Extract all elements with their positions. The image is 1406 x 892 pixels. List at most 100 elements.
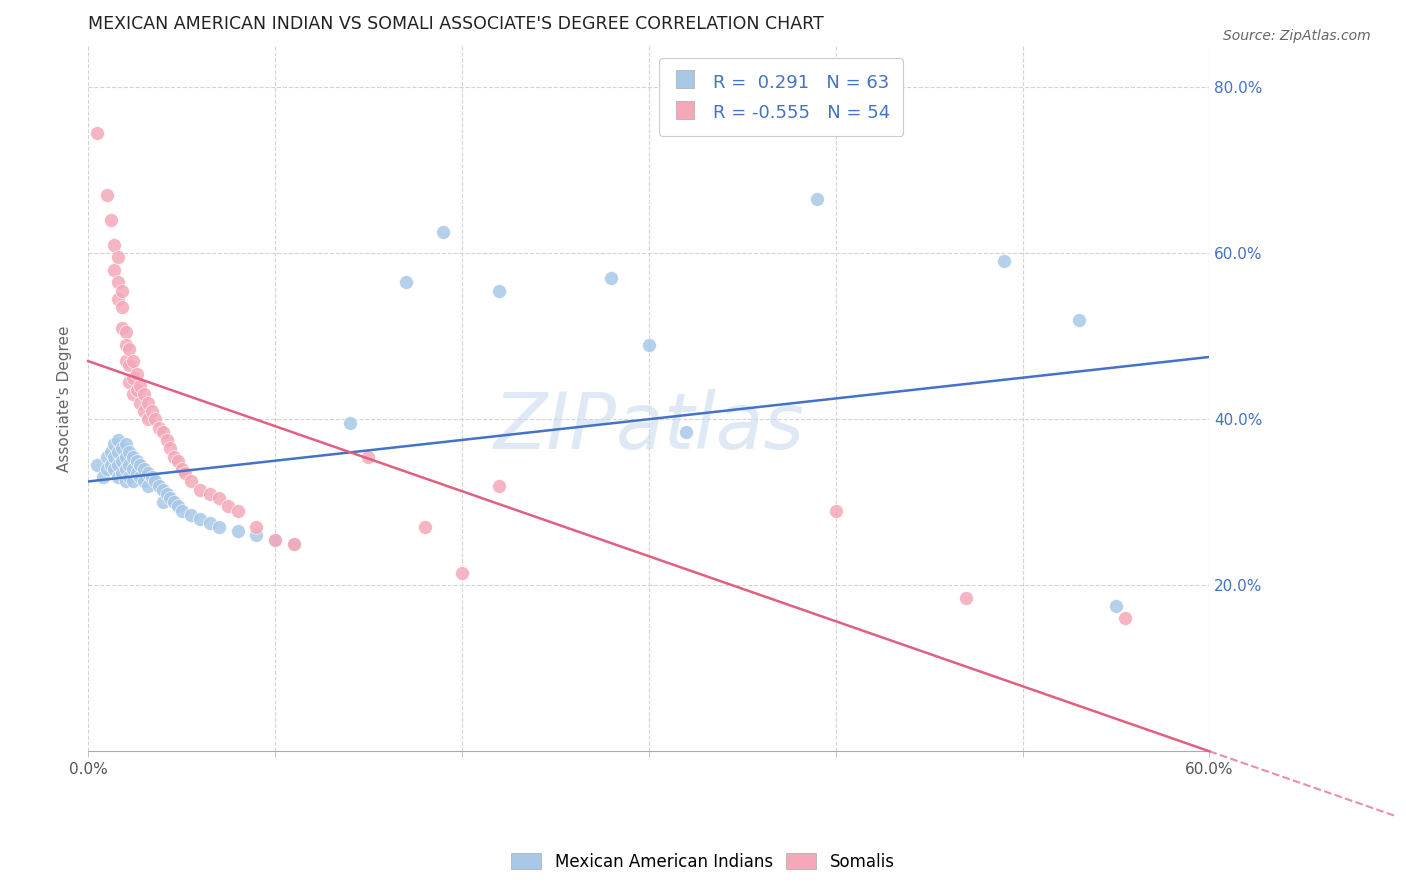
Point bbox=[107, 445, 129, 459]
Point bbox=[107, 275, 129, 289]
Point bbox=[413, 520, 436, 534]
Point bbox=[170, 462, 193, 476]
Point bbox=[118, 358, 141, 372]
Point bbox=[145, 475, 167, 489]
Point bbox=[103, 462, 125, 476]
Point bbox=[432, 226, 454, 240]
Point bbox=[107, 292, 129, 306]
Text: ZIPatlas: ZIPatlas bbox=[494, 389, 804, 465]
Point bbox=[100, 213, 122, 227]
Point bbox=[824, 503, 846, 517]
Point bbox=[166, 500, 188, 514]
Point bbox=[103, 238, 125, 252]
Point bbox=[156, 487, 179, 501]
Point bbox=[114, 462, 136, 476]
Point bbox=[245, 520, 267, 534]
Point bbox=[245, 528, 267, 542]
Point bbox=[96, 188, 118, 202]
Point bbox=[159, 442, 181, 456]
Point bbox=[129, 470, 152, 484]
Point bbox=[134, 462, 156, 476]
Point bbox=[339, 417, 361, 431]
Point bbox=[100, 445, 122, 459]
Point bbox=[134, 404, 156, 418]
Point bbox=[283, 537, 305, 551]
Point bbox=[264, 533, 287, 547]
Point bbox=[152, 495, 174, 509]
Point bbox=[86, 126, 108, 140]
Point bbox=[122, 387, 145, 401]
Point bbox=[111, 321, 134, 335]
Point bbox=[86, 458, 108, 472]
Point bbox=[955, 591, 977, 605]
Point bbox=[111, 466, 134, 480]
Point bbox=[111, 284, 134, 298]
Point bbox=[125, 466, 148, 480]
Point bbox=[114, 450, 136, 464]
Point bbox=[114, 475, 136, 489]
Point bbox=[118, 342, 141, 356]
Point bbox=[166, 454, 188, 468]
Text: Source: ZipAtlas.com: Source: ZipAtlas.com bbox=[1223, 29, 1371, 44]
Point bbox=[134, 475, 156, 489]
Point bbox=[226, 524, 249, 539]
Point bbox=[264, 533, 287, 547]
Point bbox=[103, 437, 125, 451]
Point bbox=[100, 458, 122, 472]
Point bbox=[152, 425, 174, 439]
Point bbox=[637, 337, 659, 351]
Point bbox=[488, 284, 510, 298]
Legend: Mexican American Indians, Somalis: Mexican American Indians, Somalis bbox=[503, 845, 903, 880]
Point bbox=[122, 462, 145, 476]
Point bbox=[170, 503, 193, 517]
Point bbox=[129, 458, 152, 472]
Point bbox=[129, 395, 152, 409]
Point bbox=[136, 466, 159, 480]
Point bbox=[152, 483, 174, 497]
Point bbox=[111, 300, 134, 314]
Point bbox=[188, 483, 211, 497]
Point bbox=[141, 404, 163, 418]
Point bbox=[114, 437, 136, 451]
Point bbox=[148, 478, 170, 492]
Point bbox=[180, 508, 202, 522]
Point bbox=[114, 354, 136, 368]
Point bbox=[488, 478, 510, 492]
Point bbox=[107, 470, 129, 484]
Point bbox=[122, 354, 145, 368]
Point bbox=[96, 450, 118, 464]
Point bbox=[125, 454, 148, 468]
Point bbox=[148, 420, 170, 434]
Point bbox=[134, 387, 156, 401]
Point bbox=[125, 383, 148, 397]
Point bbox=[198, 516, 221, 530]
Point bbox=[122, 475, 145, 489]
Point bbox=[103, 450, 125, 464]
Point bbox=[188, 512, 211, 526]
Legend: R =  0.291   N = 63, R = -0.555   N = 54: R = 0.291 N = 63, R = -0.555 N = 54 bbox=[659, 58, 903, 136]
Point bbox=[111, 442, 134, 456]
Point bbox=[180, 475, 202, 489]
Point bbox=[806, 192, 828, 206]
Point bbox=[451, 566, 474, 580]
Point bbox=[122, 370, 145, 384]
Point bbox=[174, 466, 197, 480]
Point bbox=[118, 445, 141, 459]
Point bbox=[107, 433, 129, 447]
Point bbox=[1105, 599, 1128, 613]
Point bbox=[1114, 611, 1136, 625]
Point bbox=[226, 503, 249, 517]
Point bbox=[129, 379, 152, 393]
Point bbox=[600, 271, 623, 285]
Point bbox=[136, 395, 159, 409]
Point bbox=[1067, 312, 1090, 326]
Point bbox=[91, 470, 114, 484]
Point bbox=[118, 470, 141, 484]
Point bbox=[156, 433, 179, 447]
Point bbox=[107, 458, 129, 472]
Point bbox=[107, 251, 129, 265]
Point bbox=[141, 470, 163, 484]
Point bbox=[103, 262, 125, 277]
Text: MEXICAN AMERICAN INDIAN VS SOMALI ASSOCIATE'S DEGREE CORRELATION CHART: MEXICAN AMERICAN INDIAN VS SOMALI ASSOCI… bbox=[89, 15, 824, 33]
Y-axis label: Associate's Degree: Associate's Degree bbox=[58, 326, 72, 472]
